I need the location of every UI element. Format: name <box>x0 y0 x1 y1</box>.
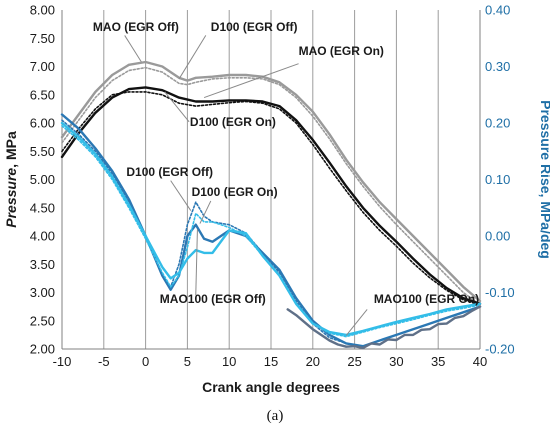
left-tick-label: 4.50 <box>30 200 55 215</box>
x-tick-label: 0 <box>142 354 149 369</box>
x-tick-label: 10 <box>222 354 236 369</box>
left-tick-label: 8.00 <box>30 3 55 18</box>
x-tick-label: -5 <box>98 354 110 369</box>
x-tick-label: 20 <box>306 354 320 369</box>
annotation-label: MAO (EGR Off) <box>93 20 179 34</box>
right-tick-label: -0.20 <box>485 342 515 357</box>
left-axis-title-unit: , MPa <box>3 131 19 168</box>
series-line-4 <box>61 91 481 306</box>
x-tick-label: 30 <box>389 354 403 369</box>
annotation-label: MAO100 (EGR On) <box>374 292 479 306</box>
x-tick-label: 5 <box>184 354 191 369</box>
annotation-leader <box>345 309 368 336</box>
left-tick-label: 7.50 <box>30 31 55 46</box>
annotation-leader <box>178 35 207 80</box>
right-tick-label: -0.10 <box>485 285 515 300</box>
annotation-label: D100 (EGR Off) <box>211 20 298 34</box>
annotation-label: D100 (EGR On) <box>192 185 278 199</box>
left-tick-label: 3.00 <box>30 285 55 300</box>
annotation-label: MAO (EGR On) <box>299 44 384 58</box>
series-line-8 <box>61 125 481 338</box>
right-axis-title: Pressure Rise, MPa/deg <box>538 100 550 259</box>
left-tick-label: 2.50 <box>30 313 55 328</box>
annotation-leader <box>124 35 142 63</box>
right-tick-label: 0.10 <box>485 172 510 187</box>
left-tick-label: 3.50 <box>30 257 55 272</box>
left-tick-label: 7.00 <box>30 59 55 74</box>
right-tick-label: 0.30 <box>485 59 510 74</box>
left-tick-label: 4.00 <box>30 229 55 244</box>
x-tick-label: 15 <box>264 354 278 369</box>
series-line-9 <box>286 305 482 350</box>
left-tick-label: 6.00 <box>30 116 55 131</box>
figure-caption: (a) <box>266 408 284 424</box>
left-tick-label: 6.50 <box>30 87 55 102</box>
annotation-label: D100 (EGR On) <box>190 115 276 129</box>
annotation-leader <box>203 63 299 99</box>
series-line-2 <box>61 66 481 306</box>
series-line-3 <box>60 86 482 305</box>
series-line-7 <box>60 121 482 337</box>
left-tick-label: 5.50 <box>30 144 55 159</box>
annotation-leader <box>195 229 198 296</box>
left-tick-label: 5.00 <box>30 172 55 187</box>
left-axis-title-italic: Pressure <box>3 168 19 228</box>
annotation-leader <box>199 200 212 224</box>
x-axis-title: Crank angle degrees <box>202 379 340 395</box>
left-axis-title: Pressure, MPa <box>3 131 19 228</box>
x-tick-label: 35 <box>431 354 445 369</box>
right-tick-label: 0.00 <box>485 229 510 244</box>
annotation-label: D100 (EGR Off) <box>126 165 213 179</box>
annotation-leader <box>170 180 192 211</box>
left-tick-label: 2.00 <box>30 342 55 357</box>
x-tick-label: 25 <box>347 354 361 369</box>
x-tick-label: 40 <box>473 354 487 369</box>
annotation-label: MAO100 (EGR Off) <box>160 292 266 306</box>
right-tick-label: 0.40 <box>485 3 510 18</box>
annotation-leader <box>164 91 190 123</box>
right-tick-label: 0.20 <box>485 116 510 131</box>
x-tick-label: -10 <box>53 354 72 369</box>
